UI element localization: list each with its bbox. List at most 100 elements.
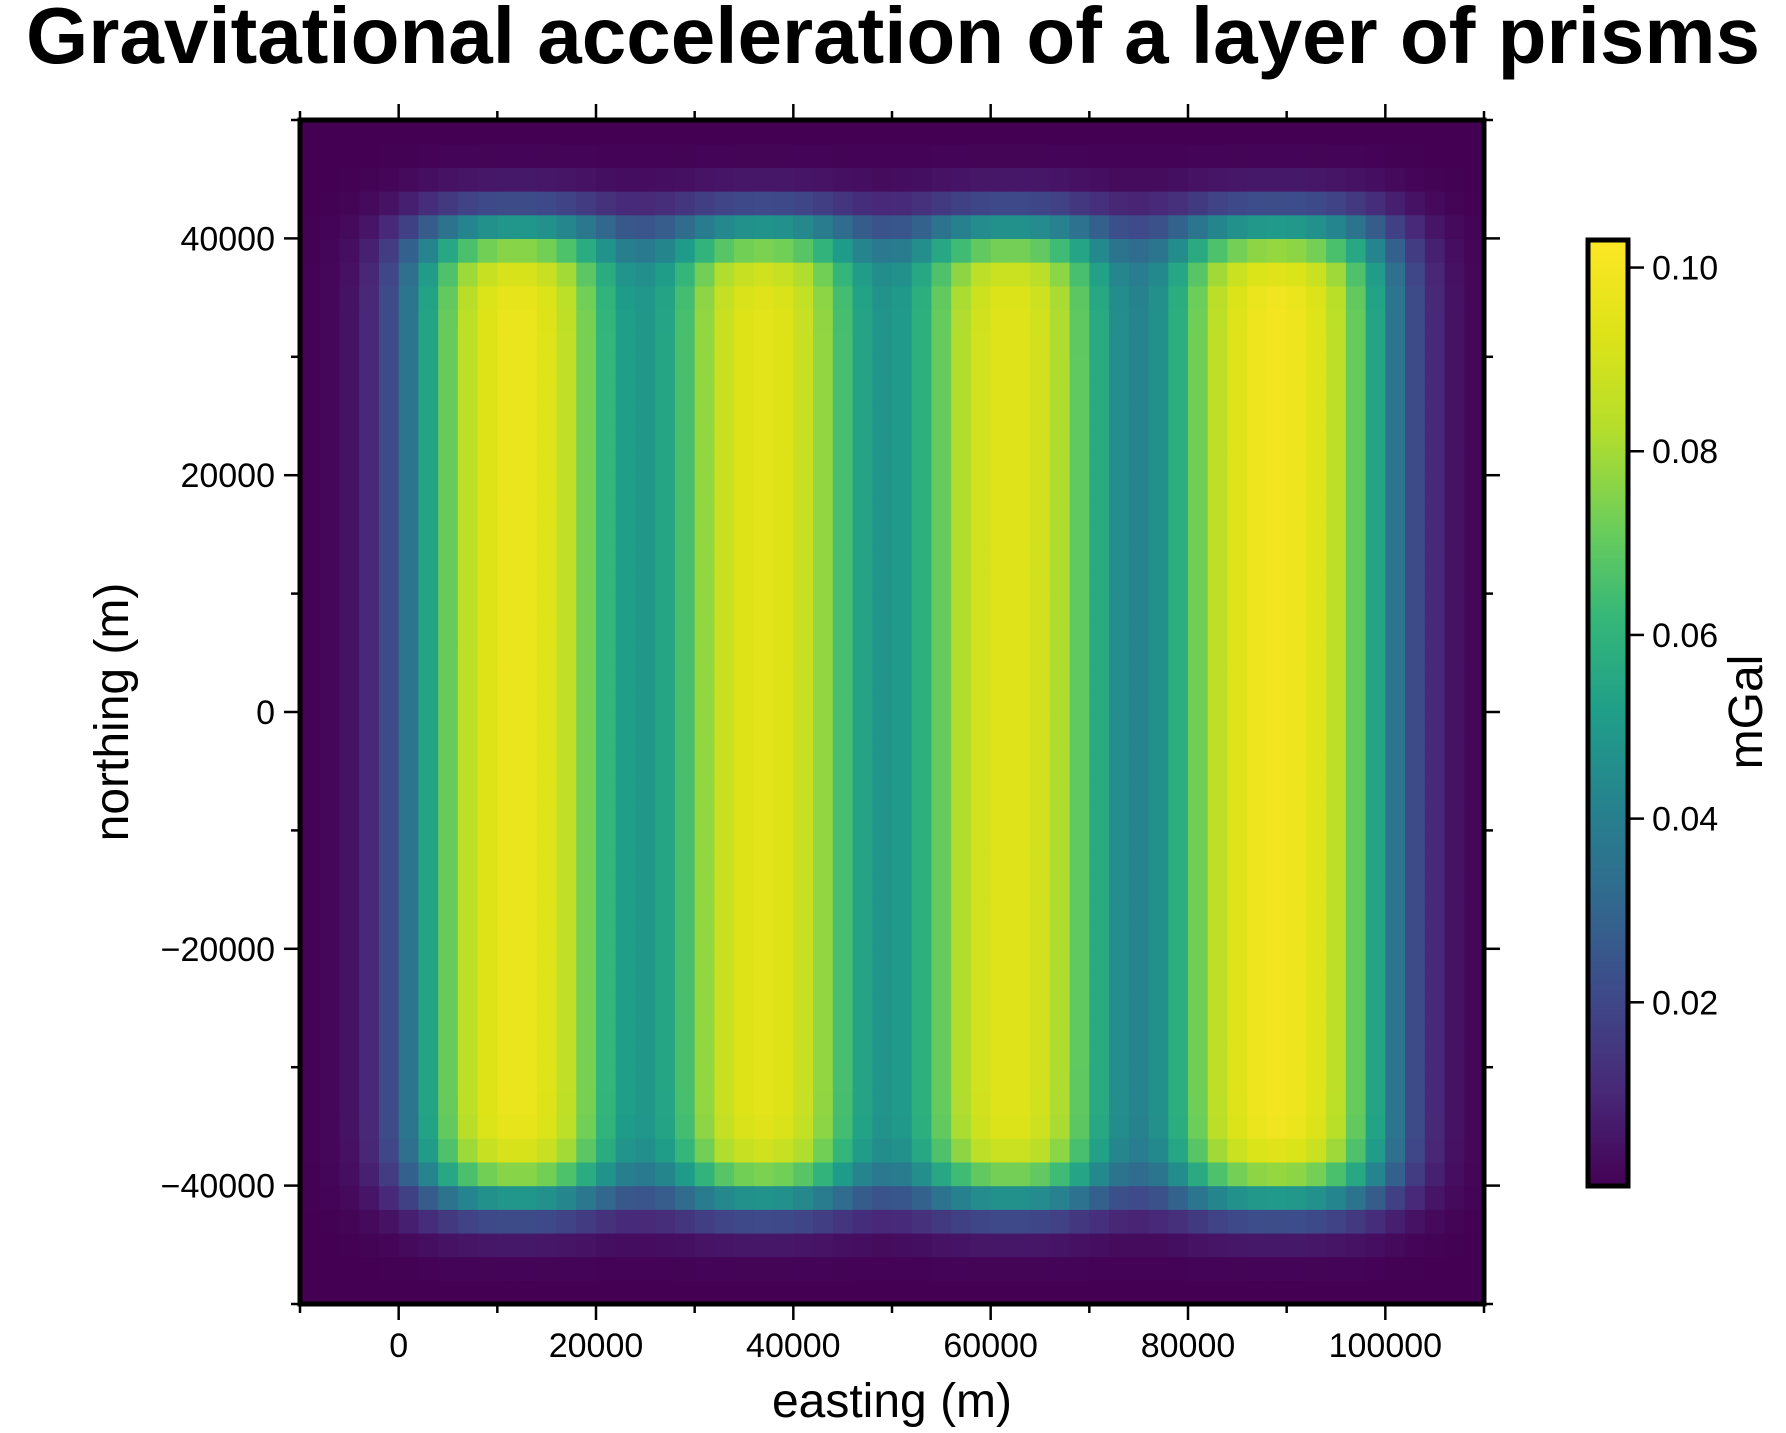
- heatmap-cell: [359, 522, 380, 547]
- heatmap-cell: [556, 1280, 577, 1304]
- heatmap-cell: [931, 1185, 952, 1210]
- heatmap-cell: [714, 901, 735, 926]
- heatmap-cell: [1207, 830, 1229, 855]
- heatmap-cell: [1030, 309, 1051, 334]
- heatmap-cell: [1286, 806, 1307, 831]
- heatmap-cell: [990, 735, 1011, 760]
- heatmap-cell: [1109, 1280, 1130, 1304]
- heatmap-cell: [970, 333, 992, 358]
- heatmap-cell: [1306, 1280, 1327, 1304]
- heatmap-cell: [1168, 546, 1189, 571]
- heatmap-cell: [1168, 191, 1189, 216]
- heatmap-cell: [714, 522, 735, 547]
- heatmap-cell: [990, 333, 1011, 358]
- heatmap-cell: [1010, 664, 1031, 689]
- heatmap-cell: [1365, 901, 1386, 926]
- heatmap-cell: [1227, 546, 1248, 571]
- heatmap-cell: [596, 1280, 617, 1304]
- heatmap-cell: [615, 546, 637, 571]
- heatmap-cell: [359, 806, 380, 831]
- heatmap-cell: [1266, 640, 1288, 666]
- heatmap-cell: [1286, 214, 1307, 239]
- heatmap-cell: [556, 996, 577, 1021]
- heatmap-cell: [1128, 1280, 1150, 1304]
- heatmap-cell: [615, 830, 637, 855]
- heatmap-cell: [892, 1067, 913, 1092]
- heatmap-cell: [1266, 1256, 1288, 1281]
- heatmap-cell: [1010, 333, 1031, 358]
- heatmap-cell: [872, 333, 893, 358]
- heatmap-cell: [813, 640, 834, 666]
- heatmap-cell: [931, 1232, 952, 1258]
- heatmap-cell: [793, 972, 814, 997]
- heatmap-cell: [911, 285, 933, 311]
- heatmap-cell: [378, 1232, 400, 1258]
- heatmap-cell: [773, 427, 794, 453]
- heatmap-cell: [615, 877, 637, 903]
- heatmap-cell: [536, 1280, 558, 1304]
- heatmap-cell: [1168, 427, 1189, 453]
- heatmap-cell: [615, 593, 637, 618]
- heatmap-cell: [1069, 522, 1090, 547]
- heatmap-cell: [1405, 569, 1426, 595]
- heatmap-cell: [556, 167, 577, 192]
- heatmap-cell: [1030, 285, 1051, 311]
- heatmap-cell: [596, 688, 617, 713]
- heatmap-cell: [517, 380, 538, 405]
- heatmap-cell: [418, 972, 439, 997]
- heatmap-cell: [418, 1090, 439, 1116]
- heatmap-cell: [1128, 830, 1150, 855]
- heatmap-cell: [359, 1090, 380, 1116]
- heatmap-cell: [1207, 1138, 1229, 1163]
- heatmap-cell: [477, 854, 498, 879]
- heatmap-cell: [398, 664, 419, 689]
- heatmap-cell: [300, 783, 321, 808]
- heatmap-cell: [1385, 427, 1406, 453]
- heatmap-cell: [457, 948, 479, 974]
- heatmap-cell: [1227, 475, 1248, 500]
- heatmap-cell: [753, 167, 775, 192]
- heatmap-cell: [970, 1090, 992, 1116]
- heatmap-cell: [1266, 854, 1288, 879]
- heatmap-cell: [1385, 1067, 1406, 1092]
- heatmap-cell: [438, 1185, 459, 1210]
- heatmap-cell: [1286, 546, 1307, 571]
- heatmap-cell: [300, 759, 321, 784]
- heatmap-cell: [1089, 925, 1110, 950]
- heatmap-cell: [1405, 1209, 1426, 1234]
- heatmap-cell: [536, 1043, 558, 1068]
- heatmap-cell: [536, 1209, 558, 1234]
- heatmap-cell: [1365, 593, 1386, 618]
- heatmap-cell: [773, 1280, 794, 1304]
- heatmap-cell: [793, 1067, 814, 1092]
- heatmap-cell: [1306, 948, 1327, 974]
- heatmap-cell: [300, 191, 321, 216]
- heatmap-cell: [576, 901, 597, 926]
- heatmap-cell: [418, 167, 439, 192]
- heatmap-cell: [1464, 996, 1484, 1021]
- heatmap-cell: [339, 356, 360, 382]
- heatmap-cell: [1010, 617, 1031, 642]
- heatmap-cell: [1069, 451, 1090, 476]
- heatmap-cell: [1069, 498, 1090, 524]
- heatmap-cell: [872, 1019, 893, 1045]
- heatmap-cell: [1148, 451, 1169, 476]
- heatmap-cell: [418, 143, 439, 168]
- heatmap-cell: [1247, 143, 1268, 168]
- heatmap-cell: [378, 498, 400, 524]
- heatmap-cell: [1365, 120, 1386, 145]
- heatmap-cell: [852, 735, 873, 760]
- heatmap-cell: [596, 191, 617, 216]
- heatmap-cell: [773, 1209, 794, 1234]
- heatmap-cell: [1049, 191, 1071, 216]
- heatmap-cell: [990, 712, 1011, 737]
- heatmap-cell: [655, 854, 676, 879]
- heatmap-cell: [596, 1067, 617, 1092]
- heatmap-cell: [1030, 1019, 1051, 1045]
- heatmap-cell: [1424, 285, 1446, 311]
- heatmap-cell: [753, 191, 775, 216]
- heatmap-cell: [1049, 1019, 1071, 1045]
- heatmap-cell: [1444, 806, 1465, 831]
- heatmap-cell: [694, 1090, 715, 1116]
- heatmap-cell: [1128, 498, 1150, 524]
